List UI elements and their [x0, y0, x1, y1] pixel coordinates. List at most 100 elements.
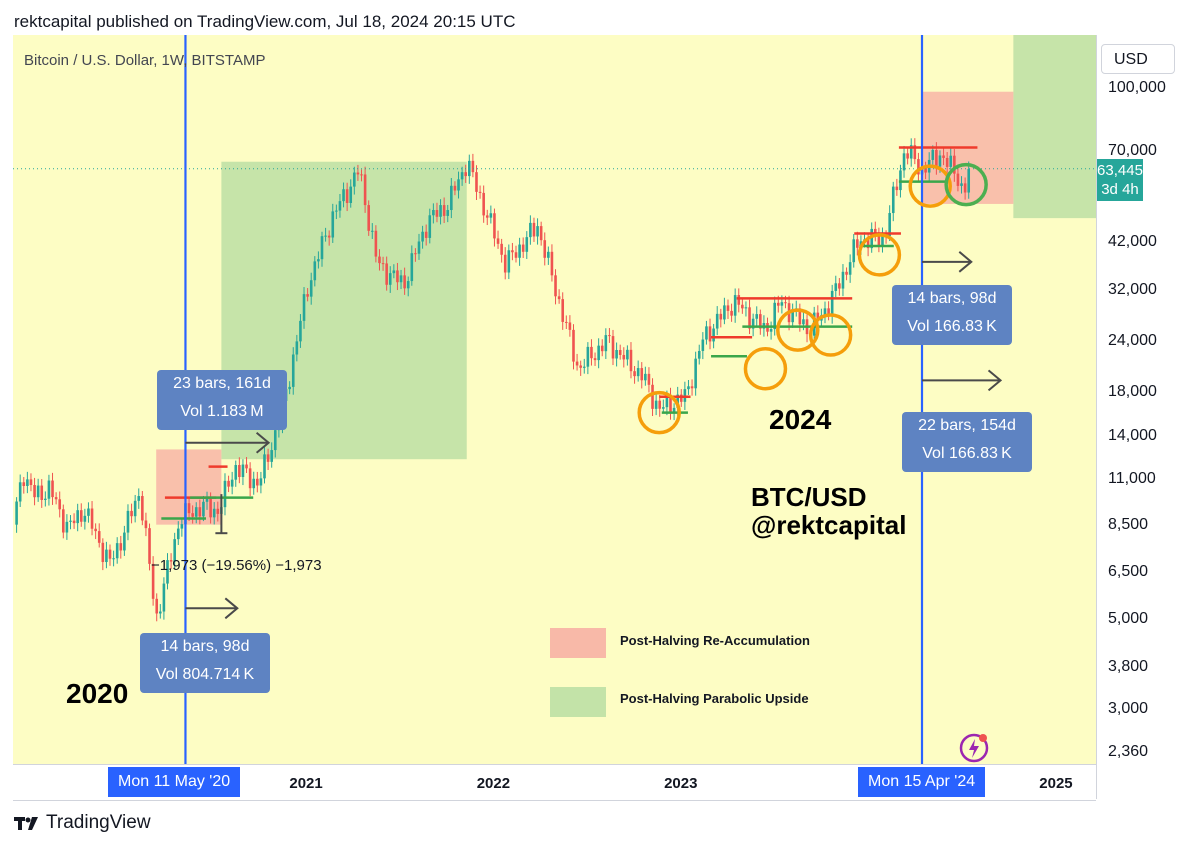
candle-body — [830, 290, 834, 316]
highlight-circle — [743, 347, 788, 391]
candle-body — [741, 304, 744, 309]
candle-body — [40, 485, 44, 500]
candle-body — [942, 155, 945, 158]
symbol-label: Bitcoin / U.S. Dollar, 1W, BITSTAMP — [24, 52, 266, 69]
candle-body — [856, 239, 859, 248]
candle-body — [496, 238, 500, 244]
candle-body — [450, 185, 453, 211]
candle-body — [266, 454, 270, 462]
currency-selector[interactable]: USD — [1101, 44, 1175, 74]
candle-body — [273, 430, 277, 451]
range-arrow-3-head — [958, 251, 973, 273]
price-chart[interactable] — [13, 35, 1096, 764]
candle-body — [945, 157, 949, 167]
candle-body — [115, 543, 119, 559]
candle-body — [751, 318, 755, 329]
candle-body — [259, 478, 263, 486]
candle-body — [697, 350, 701, 359]
candle-body — [180, 524, 184, 529]
candle-body — [848, 262, 852, 275]
current-price-tag: 63,445 3d 4h — [1097, 159, 1143, 201]
candle-body — [345, 189, 349, 203]
candle-body — [604, 335, 608, 352]
year-label-2020: 2020 — [66, 678, 129, 709]
candle-body — [169, 560, 173, 562]
candle-body — [320, 236, 324, 260]
candle-body — [205, 498, 209, 502]
measure-box-2-bars: 14 bars, 98d — [160, 638, 250, 655]
range-arrow-1-head — [255, 431, 271, 454]
lightning-icon[interactable] — [958, 732, 990, 764]
candle-body — [51, 480, 54, 498]
candle-body — [870, 228, 874, 249]
candle-body — [313, 261, 317, 281]
candle-body — [514, 252, 518, 258]
candle-body — [47, 480, 51, 499]
measure-box-3-vol: Vol 166.83 K — [907, 318, 997, 335]
candle-body — [54, 497, 58, 500]
candle-body — [568, 322, 572, 330]
candle-body — [518, 244, 521, 258]
candle-body — [482, 192, 485, 216]
candle-body — [26, 479, 29, 487]
legend-swatch-reaccumulation — [550, 628, 606, 658]
candle-body — [493, 213, 496, 239]
candle-body — [521, 244, 525, 252]
candle-body — [33, 485, 36, 498]
tradingview-footer[interactable]: TradingView — [14, 812, 151, 834]
candle-body — [105, 549, 108, 563]
candle-body — [212, 508, 216, 518]
candle-body — [464, 172, 468, 177]
candle-body — [309, 280, 313, 297]
candle-body — [396, 270, 399, 283]
candle-body — [353, 172, 356, 187]
candle-body — [176, 528, 180, 540]
candle-body — [378, 256, 381, 264]
candle-body — [324, 235, 327, 237]
range-arrow-4-head — [987, 369, 1003, 392]
price-tick-label: 42,000 — [1108, 232, 1157, 250]
candle-body — [245, 464, 248, 469]
candle-body — [622, 354, 626, 360]
price-tick-label: 11,000 — [1108, 470, 1156, 487]
candle-body — [90, 508, 94, 529]
candle-body — [629, 349, 633, 372]
candle-body — [572, 329, 575, 362]
candle-body — [29, 479, 33, 486]
candle-body — [101, 542, 105, 563]
measure-box-1-bars: 23 bars, 161d — [173, 375, 271, 392]
candle-body — [15, 501, 18, 525]
candle-body — [949, 155, 953, 167]
candle-body — [306, 294, 309, 297]
measure-box-2: 14 bars, 98d Vol 804.714 K — [140, 633, 270, 693]
candle-body — [65, 521, 69, 533]
candle-body — [87, 508, 90, 516]
candle-body — [755, 314, 759, 319]
candle-body — [963, 183, 967, 193]
current-price-value: 63,445 — [1097, 162, 1143, 179]
candle-body — [144, 520, 148, 529]
candle-body — [338, 201, 342, 211]
highlight-circle — [776, 308, 820, 352]
candle-body — [909, 145, 913, 159]
price-tick-label: 3,000 — [1108, 700, 1149, 718]
candle-body — [611, 336, 615, 359]
candle-body — [845, 271, 848, 275]
candle-body — [119, 543, 123, 551]
candle-body — [866, 239, 870, 249]
time-tick-label: 2025 — [1039, 775, 1073, 792]
candle-body — [428, 215, 432, 238]
candle-body — [155, 598, 159, 614]
candle-body — [841, 271, 845, 289]
candle-body — [94, 528, 97, 532]
price-tick-label: 14,000 — [1108, 427, 1157, 445]
candle-body — [748, 307, 751, 329]
halving-date-label-2020: Mon 11 May '20 — [108, 767, 241, 797]
candle-body — [636, 368, 640, 377]
candle-body — [130, 510, 133, 517]
candle-body — [726, 305, 730, 311]
candle-body — [647, 373, 651, 385]
candle-body — [640, 368, 644, 381]
candle-body — [550, 251, 554, 276]
candle-body — [683, 389, 687, 402]
